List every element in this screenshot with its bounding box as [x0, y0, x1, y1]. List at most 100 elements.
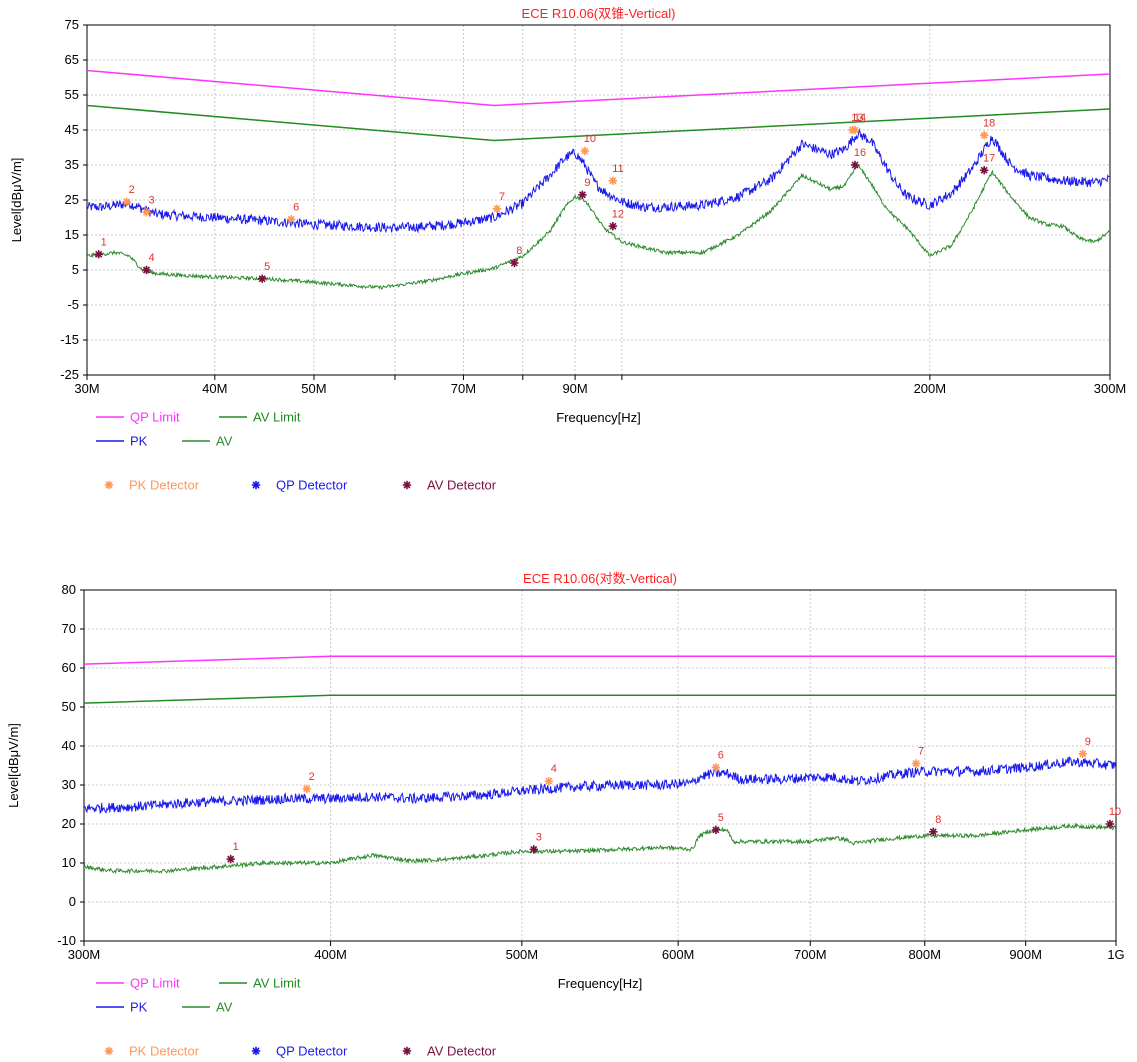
series-pk	[87, 127, 1110, 234]
marker-av_detector	[850, 160, 860, 170]
x-tick-label: 300M	[1094, 381, 1127, 396]
legend-label-qp_detector: QP Detector	[276, 478, 348, 493]
y-tick-label: -25	[60, 367, 79, 382]
series-pk	[84, 755, 1116, 814]
y-tick-label: 40	[62, 738, 76, 753]
x-tick-label: 400M	[314, 947, 347, 962]
legend-label-av: AV	[216, 434, 233, 449]
chart-logperiodic: ECE R10.06(对数-Vertical) -10 0 10 20 30 40 50 60 7…	[6, 571, 1125, 1059]
x-tick-label: 50M	[301, 381, 326, 396]
legend-label-av_limit: AV Limit	[253, 410, 301, 425]
legend-label-av_limit: AV Limit	[253, 976, 301, 991]
marker-label: 18	[983, 117, 995, 129]
marker-av_detector	[578, 190, 587, 199]
marker-label: 2	[129, 184, 135, 196]
y-tick-label: 65	[65, 52, 79, 67]
marker-pk_detector	[122, 197, 131, 206]
marker-label: 14	[854, 112, 866, 124]
marker-av_detector	[1105, 819, 1115, 829]
marker-label: 7	[499, 191, 505, 203]
detector-markers: 1 2 3 4 5 6 7 8 9 10	[226, 736, 1121, 864]
x-axis-label: Frequency[Hz]	[558, 976, 643, 991]
marker-label: 4	[551, 763, 557, 775]
marker-av_detector	[94, 250, 103, 259]
marker-label: 4	[148, 252, 154, 264]
marker-label: 5	[264, 261, 270, 273]
y-tick-label: 75	[65, 17, 79, 32]
y-tick-label: 25	[65, 192, 79, 207]
gridlines	[84, 590, 1116, 941]
marker-pk_detector	[580, 146, 590, 156]
marker-label: 11	[612, 163, 623, 175]
marker-label: 3	[536, 831, 542, 843]
legend-marker-qp_detector	[251, 480, 261, 490]
marker-pk_detector	[142, 208, 151, 217]
y-tick-label: 70	[62, 621, 76, 636]
marker-label: 13	[851, 112, 863, 124]
series-av_limit	[84, 694, 1116, 704]
y-tick-label: 20	[62, 816, 76, 831]
x-tick-label: 700M	[794, 947, 827, 962]
marker-label: 8	[516, 245, 522, 257]
marker-av_detector	[980, 166, 989, 175]
y-tick-label: 80	[62, 582, 76, 597]
y-tick-label: 50	[62, 699, 76, 714]
marker-pk_detector	[544, 776, 554, 786]
legend-marker-av_detector	[402, 480, 412, 490]
series-qp_limit	[84, 655, 1116, 665]
marker-pk_detector	[302, 784, 311, 794]
x-tick-label: 90M	[562, 381, 587, 396]
marker-pk_detector	[980, 131, 989, 140]
marker-av_detector	[929, 827, 938, 836]
legend-label-qp_limit: QP Limit	[130, 976, 180, 991]
marker-pk_detector	[492, 204, 502, 213]
x-axis-label: Frequency[Hz]	[556, 410, 641, 425]
marker-label: 3	[148, 194, 154, 206]
marker-label: 1	[233, 841, 239, 853]
y-tick-label: 5	[72, 262, 79, 277]
legend-marker-av_detector	[402, 1046, 412, 1056]
chart-biconical: ECE R10.06(双锥-Vertical)-25-15-5515253545…	[9, 6, 1126, 493]
marker-av_detector	[142, 265, 151, 275]
series-av	[84, 822, 1116, 875]
y-axis-label: Level[dBμV/m]	[6, 723, 21, 808]
marker-av_detector	[258, 274, 267, 283]
marker-label: 16	[854, 147, 866, 159]
legend-marker-pk_detector	[104, 1046, 114, 1056]
x-tick-label: 70M	[451, 381, 476, 396]
marker-label: 2	[309, 771, 315, 783]
plot-area	[83, 589, 1117, 942]
marker-label: 5	[718, 812, 724, 824]
gridlines	[87, 25, 1110, 375]
legend-label-pk_detector: PK Detector	[129, 1044, 200, 1059]
marker-label: 12	[612, 208, 624, 220]
series-group	[84, 655, 1116, 875]
series-qp_limit	[87, 69, 1110, 107]
marker-label: 9	[1085, 736, 1091, 748]
legend-label-qp_detector: QP Detector	[276, 1044, 348, 1059]
marker-label: 17	[983, 152, 995, 164]
x-tick-label: 600M	[662, 947, 695, 962]
marker-label: 8	[935, 814, 941, 826]
marker-pk_detector	[711, 763, 721, 772]
y-tick-label: 10	[62, 855, 76, 870]
x-tick-label: 40M	[202, 381, 227, 396]
y-tick-label: -5	[67, 297, 79, 312]
marker-av_detector	[529, 845, 538, 854]
legend-label-qp_limit: QP Limit	[130, 410, 180, 425]
marker-av_detector	[608, 222, 618, 231]
y-tick-label: 30	[62, 777, 76, 792]
marker-pk_detector	[850, 125, 860, 135]
marker-pk_detector	[608, 176, 618, 185]
marker-pk_detector	[287, 215, 296, 224]
x-tick-label: 300M	[68, 947, 101, 962]
legend-label-av_detector: AV Detector	[427, 1044, 497, 1059]
chart-title: ECE R10.06(双锥-Vertical)	[522, 6, 676, 21]
x-tick-label: 30M	[74, 381, 99, 396]
legend-marker-qp_detector	[251, 1046, 261, 1056]
marker-av_detector	[510, 258, 519, 268]
marker-label: 10	[584, 133, 596, 145]
y-tick-label: 45	[65, 122, 79, 137]
legend: QP Limit AV Limit PK AV PK Detector QP Detect…	[96, 410, 497, 493]
